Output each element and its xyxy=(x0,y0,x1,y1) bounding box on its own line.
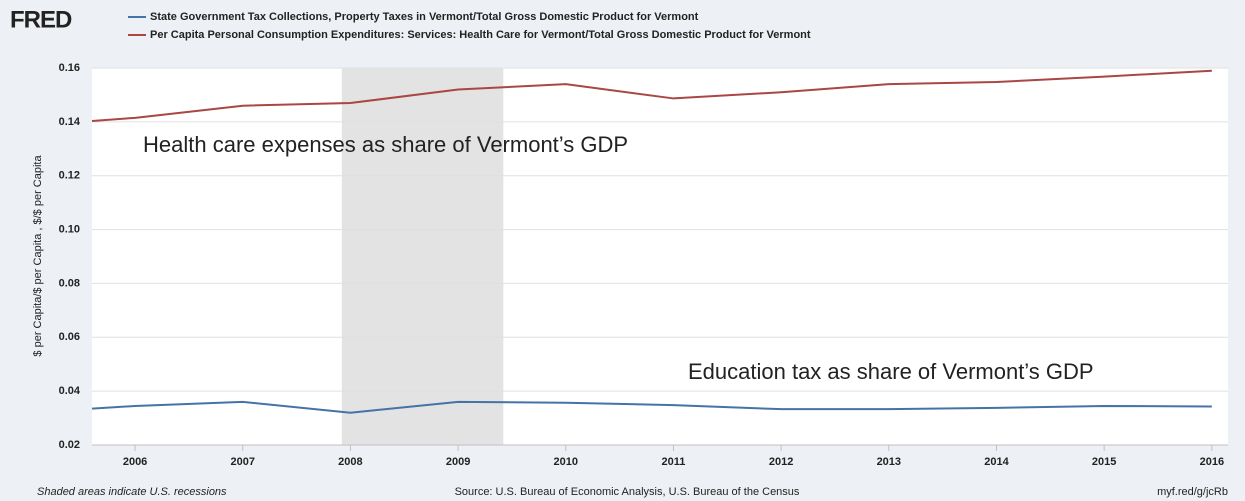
x-tick-label: 2010 xyxy=(554,456,578,468)
y-tick-label: 0.10 xyxy=(59,223,80,235)
x-tick-label: 2013 xyxy=(877,456,901,468)
x-tick-label: 2015 xyxy=(1092,456,1116,468)
x-tick-label: 2007 xyxy=(231,456,255,468)
x-tick-label: 2009 xyxy=(446,456,470,468)
legend-label: Per Capita Personal Consumption Expendit… xyxy=(150,29,811,41)
series-line xyxy=(92,400,1212,414)
x-tick-label: 2016 xyxy=(1200,456,1224,468)
x-tick-label: 2012 xyxy=(769,456,793,468)
annotation: Education tax as share of Vermont’s GDP xyxy=(688,359,1094,384)
y-axis-label: $ per Capita/$ per Capita , $/$ per Capi… xyxy=(32,155,44,357)
annotation: Health care expenses as share of Vermont… xyxy=(143,132,628,157)
y-tick-label: 0.14 xyxy=(59,116,81,128)
legend-label: State Government Tax Collections, Proper… xyxy=(150,11,699,23)
y-tick-label: 0.12 xyxy=(59,170,80,182)
x-tick-label: 2008 xyxy=(338,456,362,468)
series-group xyxy=(92,69,1212,414)
logo: FRED xyxy=(10,6,72,33)
y-tick-label: 0.02 xyxy=(59,439,80,451)
link: myf.red/g/jcRb xyxy=(1157,486,1228,498)
recession-band xyxy=(341,68,504,445)
series-line xyxy=(92,69,1212,123)
plot-area xyxy=(92,68,1228,445)
y-tick-label: 0.08 xyxy=(59,277,80,289)
x-tick-label: 2006 xyxy=(123,456,147,468)
x-tick-label: 2014 xyxy=(984,456,1009,468)
y-tick-label: 0.04 xyxy=(59,385,81,397)
x-tick-label: 2011 xyxy=(662,456,686,468)
recession-note: Shaded areas indicate U.S. recessions xyxy=(37,486,227,498)
y-tick-label: 0.06 xyxy=(59,331,80,343)
y-tick-label: 0.16 xyxy=(59,62,80,74)
source: Source: U.S. Bureau of Economic Analysis… xyxy=(455,486,800,498)
